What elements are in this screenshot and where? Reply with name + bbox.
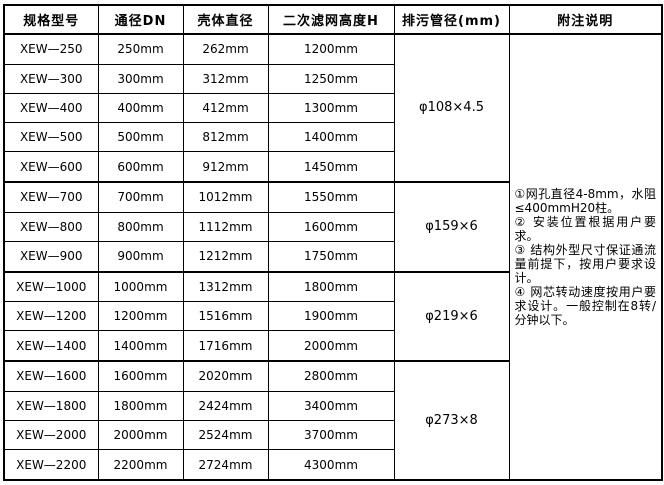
cell-model: XEW—900 [3,240,99,273]
col-header-drain-pipe: 排污管径(mm) [393,4,510,35]
cell-model: XEW—1200 [3,301,99,332]
cell-model: XEW—2000 [3,420,99,451]
cell-filter-height: 1300mm [267,92,395,124]
cell-model: XEW—800 [3,211,99,242]
cell-filter-height: 1900mm [267,301,395,332]
cell-diameter-dn: 700mm [97,181,184,213]
col-header-height: 二次滤网高度H [267,4,395,35]
cell-model: XEW—1600 [3,360,99,392]
col-header-shell: 壳体直径 [182,4,269,35]
cell-filter-height: 3400mm [267,390,395,422]
cell-model: XEW—1800 [3,390,99,422]
cell-filter-height: 4300mm [267,449,395,481]
cell-diameter-dn: 250mm [97,33,184,65]
cell-shell-diameter: 812mm [182,122,269,153]
table-body: XEW—250 250mm 262mm 1200mm φ108×4.5 ①网孔直径4-8m… [3,33,663,481]
table-row: XEW—500 500mm 812mm 1400mm [3,122,662,153]
table-row: XEW—800 800mm 1112mm 1600mm [3,211,662,242]
cell-shell-diameter: 262mm [182,33,269,65]
table-row: XEW—250 250mm 262mm 1200mm φ108×4.5 ①网孔直径4-8m… [3,33,663,481]
cell-filter-height: 1600mm [267,211,395,242]
cell-shell-diameter: 412mm [182,92,269,124]
table-row: XEW—1000 1000mm 1312mm 1800mm φ219×6 [3,271,662,363]
cell-drain-pipe-diameter: φ159×6 [393,181,510,273]
cell-model: XEW—500 [3,122,99,153]
cell-diameter-dn: 900mm [97,240,184,273]
cell-shell-diameter: 1012mm [182,181,269,213]
header-row: 规格型号 通径DN 壳体直径 二次滤网高度H 排污管径(mm) 附注说明 [3,4,663,35]
table-row: XEW—600 600mm 912mm 1450mm [3,151,662,183]
notes-cell: ①网孔直径4-8mm，水阻≤400mmH20柱。 ② 安装位置根据用户要求。 ③ 结… [508,33,663,481]
cell-model: XEW—1000 [3,271,99,303]
table-row: XEW—700 700mm 1012mm 1550mm φ159×6 [3,181,662,273]
cell-shell-diameter: 1112mm [182,211,269,242]
cell-model: XEW—400 [3,92,99,124]
col-header-dn: 通径DN [97,4,184,35]
cell-model: XEW—1400 [3,330,99,363]
cell-diameter-dn: 600mm [97,151,184,183]
cell-shell-diameter: 1516mm [182,301,269,332]
table-row: XEW—900 900mm 1212mm 1750mm [3,240,662,273]
cell-diameter-dn: 1200mm [97,301,184,332]
table-row: XEW—1400 1400mm 1716mm 2000mm [3,330,662,363]
cell-filter-height: 3700mm [267,420,395,451]
table-row: XEW—300 300mm 312mm 1250mm [3,63,662,94]
specification-table: 规格型号 通径DN 壳体直径 二次滤网高度H 排污管径(mm) 附注说明 XEW… [3,4,663,481]
col-header-notes: 附注说明 [508,4,663,35]
cell-model: XEW—300 [3,63,99,94]
cell-shell-diameter: 312mm [182,63,269,94]
cell-drain-pipe-diameter: φ273×8 [393,360,510,481]
cell-shell-diameter: 1312mm [182,271,269,303]
cell-model: XEW—600 [3,151,99,183]
table-row: XEW—2000 2000mm 2524mm 3700mm [3,420,662,451]
cell-model: XEW—700 [3,181,99,213]
table-header: 规格型号 通径DN 壳体直径 二次滤网高度H 排污管径(mm) 附注说明 [3,4,663,35]
cell-diameter-dn: 800mm [97,211,184,242]
cell-diameter-dn: 300mm [97,63,184,94]
cell-diameter-dn: 1400mm [97,330,184,363]
table-row: XEW—1600 1600mm 2020mm 2800mm φ273×8 [3,360,662,481]
cell-shell-diameter: 1716mm [182,330,269,363]
col-header-model: 规格型号 [3,4,99,35]
table-row: XEW—1800 1800mm 2424mm 3400mm [3,390,662,422]
cell-diameter-dn: 1000mm [97,271,184,303]
cell-filter-height: 1750mm [267,240,395,273]
cell-diameter-dn: 400mm [97,92,184,124]
cell-filter-height: 1200mm [267,33,395,65]
cell-diameter-dn: 2200mm [97,449,184,481]
cell-shell-diameter: 2020mm [182,360,269,392]
cell-shell-diameter: 2424mm [182,390,269,422]
table-row: XEW—2200 2200mm 2724mm 4300mm [3,449,662,481]
note-item: ①网孔直径4-8mm，水阻≤400mmH20柱。 [514,187,657,215]
cell-drain-pipe-diameter: φ108×4.5 [393,33,510,183]
cell-shell-diameter: 2524mm [182,420,269,451]
cell-model: XEW—250 [3,33,99,65]
table-row: XEW—400 400mm 412mm 1300mm [3,92,662,124]
cell-shell-diameter: 1212mm [182,240,269,273]
cell-diameter-dn: 1600mm [97,360,184,392]
cell-shell-diameter: 912mm [182,151,269,183]
note-item: ③ 结构外型尺寸保证通流量前提下，按用户要求设计。 [514,243,657,285]
cell-diameter-dn: 1800mm [97,390,184,422]
cell-filter-height: 2000mm [267,330,395,363]
cell-filter-height: 2800mm [267,360,395,392]
cell-filter-height: 1800mm [267,271,395,303]
table-row: XEW—1200 1200mm 1516mm 1900mm [3,301,662,332]
cell-diameter-dn: 500mm [97,122,184,153]
cell-drain-pipe-diameter: φ219×6 [393,271,510,363]
cell-model: XEW—2200 [3,449,99,481]
cell-filter-height: 1550mm [267,181,395,213]
cell-shell-diameter: 2724mm [182,449,269,481]
cell-filter-height: 1250mm [267,63,395,94]
cell-filter-height: 1400mm [267,122,395,153]
note-item: ② 安装位置根据用户要求。 [514,215,657,243]
cell-diameter-dn: 2000mm [97,420,184,451]
cell-filter-height: 1450mm [267,151,395,183]
note-item: ④ 网芯转动速度按用户要求设计。一般控制在8转/分钟以下。 [514,285,657,327]
